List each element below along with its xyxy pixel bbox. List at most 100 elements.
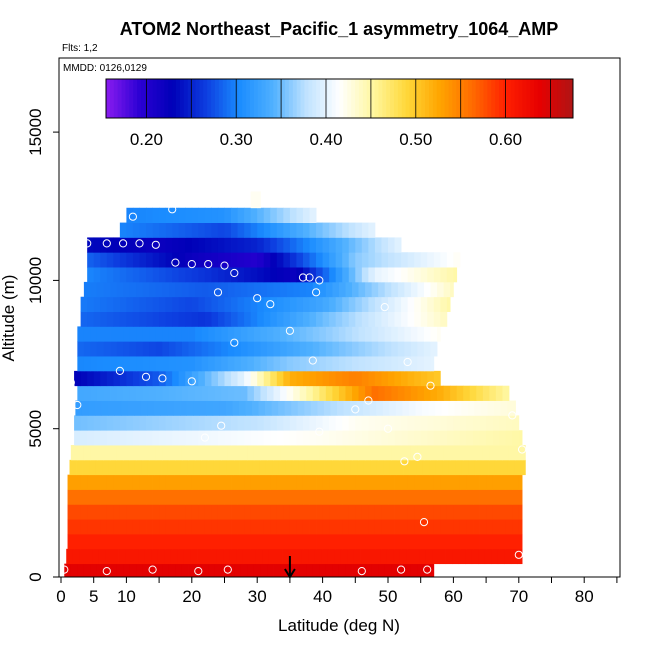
heatmap-cell <box>350 400 358 416</box>
heatmap-cell <box>396 459 404 476</box>
heatmap-cell <box>146 267 153 283</box>
heatmap-cell <box>221 341 229 357</box>
heatmap-cell <box>244 474 252 490</box>
heatmap-cell <box>87 296 95 312</box>
heatmap-cell <box>401 534 409 550</box>
heatmap-cell <box>374 267 382 283</box>
heatmap-cell <box>263 474 271 490</box>
heatmap-cell <box>181 385 189 401</box>
heatmap-cell <box>368 267 376 283</box>
colorbar-segment <box>518 79 523 118</box>
heatmap-cell <box>224 237 232 253</box>
heatmap-cell <box>250 534 258 550</box>
heatmap-cell <box>123 326 131 342</box>
heatmap-cell <box>191 474 199 490</box>
heatmap-cell <box>302 222 310 238</box>
heatmap-cell <box>466 504 474 520</box>
heatmap-cell <box>217 489 225 505</box>
colorbar-segment <box>429 79 434 118</box>
heatmap-cell <box>213 459 221 476</box>
heatmap-cell <box>93 534 101 550</box>
heatmap-cell <box>244 237 252 253</box>
heatmap-cell <box>368 296 376 312</box>
heatmap-cell <box>309 504 317 520</box>
heatmap-cell <box>332 563 340 578</box>
heatmap-cell <box>345 326 353 342</box>
heatmap-cell <box>517 548 523 565</box>
heatmap-cell <box>338 445 346 461</box>
heatmap-cell <box>348 252 356 268</box>
colorbar-segment <box>203 79 208 118</box>
heatmap-cell <box>454 400 462 416</box>
heatmap-cell <box>322 370 330 387</box>
heatmap-cell <box>224 252 232 268</box>
heatmap-cell <box>414 430 422 446</box>
heatmap-cell <box>407 474 415 490</box>
heatmap-cell <box>159 267 167 283</box>
heatmap-cell <box>263 207 271 223</box>
heatmap-cell <box>152 296 160 312</box>
heatmap-cell <box>348 504 356 520</box>
heatmap-cell <box>195 281 203 298</box>
heatmap-cell <box>268 548 276 565</box>
heatmap-cell <box>260 356 268 372</box>
heatmap-cell <box>299 385 307 401</box>
heatmap-cell <box>433 370 441 387</box>
heatmap-cell <box>80 311 88 327</box>
heatmap-cell <box>474 400 482 416</box>
heatmap-cell <box>259 459 267 476</box>
y-tick-label: 10000 <box>26 257 45 304</box>
plot-frame <box>58 57 621 578</box>
heatmap-cell <box>126 237 134 253</box>
heatmap-cell <box>195 445 203 461</box>
heatmap-cell <box>221 385 229 401</box>
heatmap-cell <box>316 519 323 535</box>
heatmap-cell <box>267 326 274 342</box>
heatmap-cell <box>250 296 258 312</box>
heatmap-cell <box>394 504 402 520</box>
colorbar-segment <box>405 79 411 118</box>
heatmap-cell <box>312 445 320 461</box>
heatmap-cell <box>319 281 327 298</box>
heatmap-cell <box>214 326 222 342</box>
heatmap-cell <box>394 534 402 550</box>
heatmap-cell <box>76 459 83 476</box>
heatmap-cell <box>195 385 203 401</box>
heatmap-cell <box>368 430 376 446</box>
heatmap-cell <box>273 563 281 578</box>
sample-point <box>102 239 111 248</box>
sample-point <box>305 273 314 282</box>
heatmap-cell <box>330 400 338 416</box>
heatmap-cell <box>257 207 265 223</box>
heatmap-cell <box>85 548 93 565</box>
x-tick-label: 60 <box>444 587 463 606</box>
heatmap-cell <box>427 519 435 535</box>
sample-point <box>308 356 317 365</box>
heatmap-cell <box>342 415 350 431</box>
heatmap-cell <box>227 445 235 461</box>
heatmap-cell <box>67 474 75 490</box>
heatmap-cell <box>299 563 307 578</box>
heatmap-cell <box>394 430 402 446</box>
heatmap-cell <box>342 504 350 520</box>
heatmap-cell <box>348 489 356 505</box>
heatmap-cell <box>250 267 258 283</box>
heatmap-cell <box>106 474 114 490</box>
heatmap-cell <box>433 489 441 505</box>
heatmap-cell <box>505 415 513 431</box>
colorbar-segment <box>347 79 352 118</box>
heatmap-cell <box>342 489 350 505</box>
heatmap-cell <box>361 489 369 505</box>
heatmap-cell <box>289 267 297 283</box>
heatmap-cell <box>253 385 261 401</box>
heatmap-cell <box>316 252 323 268</box>
heatmap-cell <box>236 548 244 565</box>
heatmap-cell <box>309 237 317 253</box>
heatmap-cell <box>473 504 480 520</box>
sample-point <box>60 565 69 574</box>
heatmap-cell <box>309 474 317 490</box>
heatmap-cell <box>368 415 376 431</box>
heatmap-cell <box>178 237 186 253</box>
heatmap-cell <box>210 548 218 565</box>
